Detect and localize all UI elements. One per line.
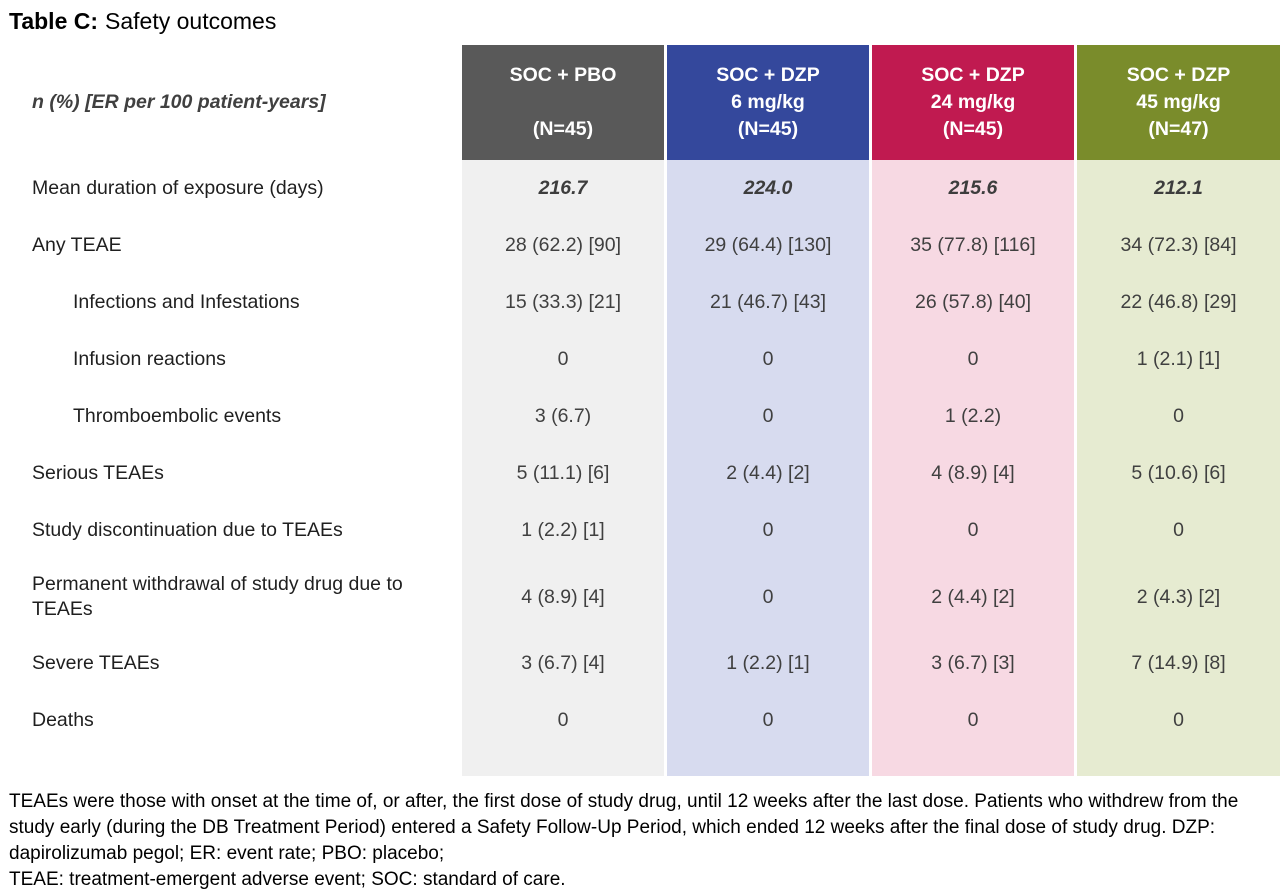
row-label: Deaths — [9, 692, 459, 776]
value-cell: 26 (57.8) [40] — [872, 274, 1074, 331]
value-cell: 0 — [667, 502, 869, 559]
row-label: Infusion reactions — [9, 331, 459, 388]
column-header-soc-dzp-24: SOC + DZP 24 mg/kg (N=45) — [872, 45, 1074, 160]
value-cell: 7 (14.9) [8] — [1077, 635, 1280, 692]
column-n: (N=45) — [532, 118, 594, 140]
value-cell: 0 — [872, 331, 1074, 388]
value-cell: 3 (6.7) [4] — [462, 635, 664, 692]
value-cell: 28 (62.2) [90] — [462, 217, 664, 274]
value-cell: 0 — [1077, 388, 1280, 445]
column-header-soc-pbo: SOC + PBO (N=45) — [462, 45, 664, 160]
column-title: SOC + PBO — [509, 64, 617, 86]
value-cell: 34 (72.3) [84] — [1077, 217, 1280, 274]
column-dose: 45 mg/kg — [1136, 91, 1221, 113]
column-dose: 24 mg/kg — [930, 91, 1016, 113]
value-cell: 2 (4.4) [2] — [667, 445, 869, 502]
value-cell: 2 (4.3) [2] — [1077, 559, 1280, 635]
value-cell: 2 (4.4) [2] — [872, 559, 1074, 635]
column-title: SOC + DZP — [921, 64, 1025, 86]
value-cell: 0 — [462, 331, 664, 388]
table-title-prefix: Table C: — [9, 8, 99, 34]
value-cell: 0 — [667, 388, 869, 445]
table-title-text: Safety outcomes — [105, 8, 277, 34]
column-n: (N=45) — [737, 118, 799, 140]
value-cell: 0 — [667, 559, 869, 635]
value-cell: 29 (64.4) [130] — [667, 217, 869, 274]
column-header-soc-dzp-45: SOC + DZP 45 mg/kg (N=47) — [1077, 45, 1280, 160]
value-cell: 0 — [462, 692, 664, 776]
value-cell: 0 — [872, 502, 1074, 559]
value-cell: 21 (46.7) [43] — [667, 274, 869, 331]
value-cell: 212.1 — [1077, 160, 1280, 217]
column-title: SOC + DZP — [1126, 64, 1231, 86]
value-cell: 224.0 — [667, 160, 869, 217]
value-cell: 0 — [667, 331, 869, 388]
value-cell: 216.7 — [462, 160, 664, 217]
safety-outcomes-table: n (%) [ER per 100 patient-years] SOC + P… — [9, 45, 1280, 776]
value-cell: 0 — [1077, 502, 1280, 559]
column-n: (N=45) — [942, 118, 1004, 140]
column-title: SOC + DZP — [716, 64, 820, 86]
row-label: Infections and Infestations — [9, 274, 459, 331]
value-cell: 215.6 — [872, 160, 1074, 217]
value-cell: 1 (2.2) [1] — [667, 635, 869, 692]
column-header-soc-dzp-6: SOC + DZP 6 mg/kg (N=45) — [667, 45, 869, 160]
row-label: Thromboembolic events — [9, 388, 459, 445]
row-label: Serious TEAEs — [9, 445, 459, 502]
value-cell: 0 — [872, 692, 1074, 776]
value-cell: 22 (46.8) [29] — [1077, 274, 1280, 331]
value-cell: 3 (6.7) — [462, 388, 664, 445]
footnote-text: TEAEs were those with onset at the time … — [9, 791, 1239, 864]
value-cell: 1 (2.1) [1] — [1077, 331, 1280, 388]
value-cell: 1 (2.2) — [872, 388, 1074, 445]
value-cell: 0 — [1077, 692, 1280, 776]
value-cell: 5 (10.6) [6] — [1077, 445, 1280, 502]
row-label: Severe TEAEs — [9, 635, 459, 692]
row-label: Study discontinuation due to TEAEs — [9, 502, 459, 559]
value-cell: 35 (77.8) [116] — [872, 217, 1074, 274]
row-label: Any TEAE — [9, 217, 459, 274]
measure-units-label: n (%) [ER per 100 patient-years] — [9, 45, 459, 160]
value-cell: 1 (2.2) [1] — [462, 502, 664, 559]
table-footnote: TEAEs were those with onset at the time … — [9, 789, 1277, 893]
row-label: Mean duration of exposure (days) — [9, 160, 459, 217]
row-label: Permanent withdrawal of study drug due t… — [9, 559, 459, 635]
column-dose: 6 mg/kg — [731, 91, 805, 113]
column-n: (N=47) — [1148, 118, 1209, 140]
value-cell: 5 (11.1) [6] — [462, 445, 664, 502]
value-cell: 15 (33.3) [21] — [462, 274, 664, 331]
value-cell: 0 — [667, 692, 869, 776]
value-cell: 4 (8.9) [4] — [462, 559, 664, 635]
value-cell: 3 (6.7) [3] — [872, 635, 1074, 692]
footnote-abbreviations: TEAE: treatment-emergent adverse event; … — [9, 869, 566, 890]
table-title: Table C: Safety outcomes — [9, 6, 1280, 36]
value-cell: 4 (8.9) [4] — [872, 445, 1074, 502]
